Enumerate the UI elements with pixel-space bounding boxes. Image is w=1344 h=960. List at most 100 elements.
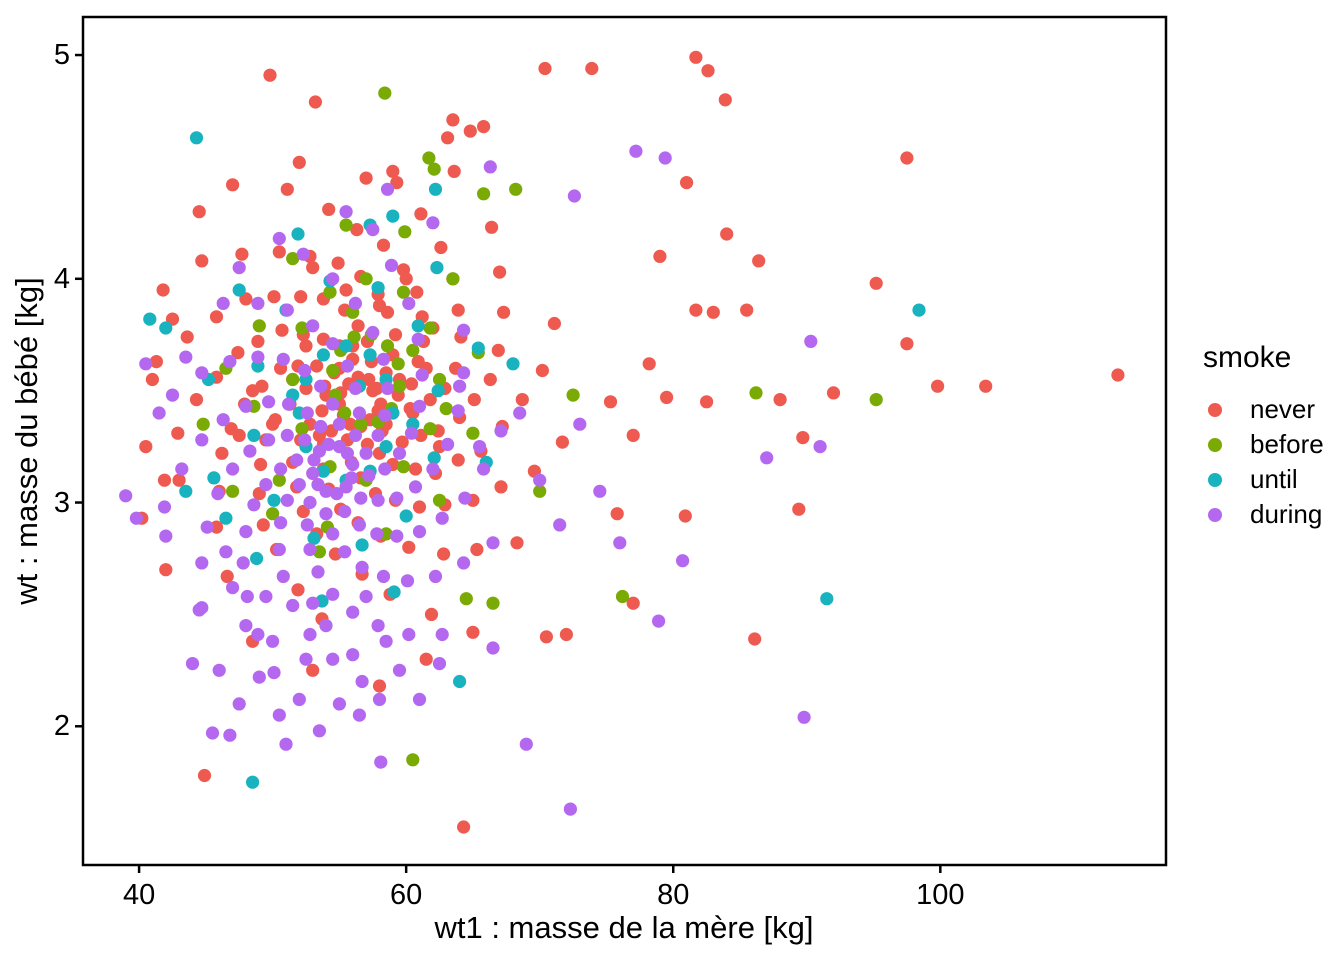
data-point [354,491,368,505]
data-point [414,207,428,221]
data-point [374,755,388,769]
data-point [406,343,420,357]
data-point [267,666,281,680]
data-point [386,209,400,223]
data-point [494,480,508,494]
data-point [286,252,300,266]
data-point [307,453,321,467]
data-point [483,160,497,174]
data-point [232,283,246,297]
data-point [232,697,246,711]
data-point [366,223,380,237]
data-point [326,397,340,411]
data-point [223,728,237,742]
data-point [573,417,587,431]
data-point [307,531,321,545]
data-point [223,355,237,369]
data-point [467,393,481,407]
data-point [372,299,387,313]
data-point [652,614,666,628]
data-point [286,598,300,613]
data-point [319,484,333,498]
data-point [820,592,834,606]
data-point [339,339,353,353]
data-point [486,536,500,550]
data-point [477,120,491,134]
data-point [326,527,340,541]
data-point [291,227,305,241]
data-point [376,569,391,584]
data-point [371,428,385,442]
data-point [497,305,511,319]
data-point [338,504,352,519]
data-point [457,366,471,380]
data-point [869,393,883,407]
data-point [426,462,440,476]
data-point [348,381,362,395]
data-point [348,428,362,442]
data-point [296,504,310,519]
legend-item-label: during [1250,499,1323,529]
data-point [410,285,424,299]
data-point [931,379,945,393]
data-point [355,538,369,552]
data-point [306,466,320,480]
data-point [386,164,400,178]
data-point [700,395,714,409]
data-point [376,352,391,366]
data-point [404,377,419,391]
data-point [247,498,261,512]
panel-border [81,15,1168,867]
data-point [435,511,449,525]
data-point [235,247,249,261]
data-point [402,540,416,554]
data-point [535,363,550,378]
data-point [642,357,656,371]
data-point [332,440,346,454]
data-point [371,493,385,507]
data-point [185,657,200,671]
data-point [473,440,487,454]
data-point [159,529,173,543]
data-point [251,627,265,642]
data-point [426,216,440,230]
data-point [441,131,455,145]
data-point [900,337,914,351]
data-point [308,95,322,109]
data-point [359,272,373,286]
data-point [344,471,358,485]
data-point [415,368,429,382]
data-point [466,625,480,639]
data-point [316,348,330,362]
data-point [533,484,547,498]
data-point [430,261,444,275]
data-point [165,388,180,402]
data-point [239,525,253,539]
data-point [247,428,261,442]
data-point [279,737,293,751]
data-point [303,542,317,557]
data-point [189,393,204,407]
data-point [263,68,277,82]
data-point [332,697,346,711]
data-point [159,563,173,577]
legend-swatch-icon [1208,472,1222,487]
y-tick-label: 3 [53,486,70,519]
data-point [362,372,376,387]
data-point [282,397,296,411]
data-point [388,328,403,342]
data-point [447,164,461,178]
data-point [427,162,441,176]
data-point [458,491,472,505]
data-point [387,585,401,599]
data-point [390,529,404,543]
data-point [680,176,694,190]
legend-item-label: before [1250,429,1324,459]
data-point [332,417,346,431]
data-point [378,462,392,476]
data-point [312,724,326,738]
data-point [459,592,473,606]
legend: smoke never before until during [1196,340,1344,532]
data-point [378,408,392,422]
data-point [195,254,209,268]
